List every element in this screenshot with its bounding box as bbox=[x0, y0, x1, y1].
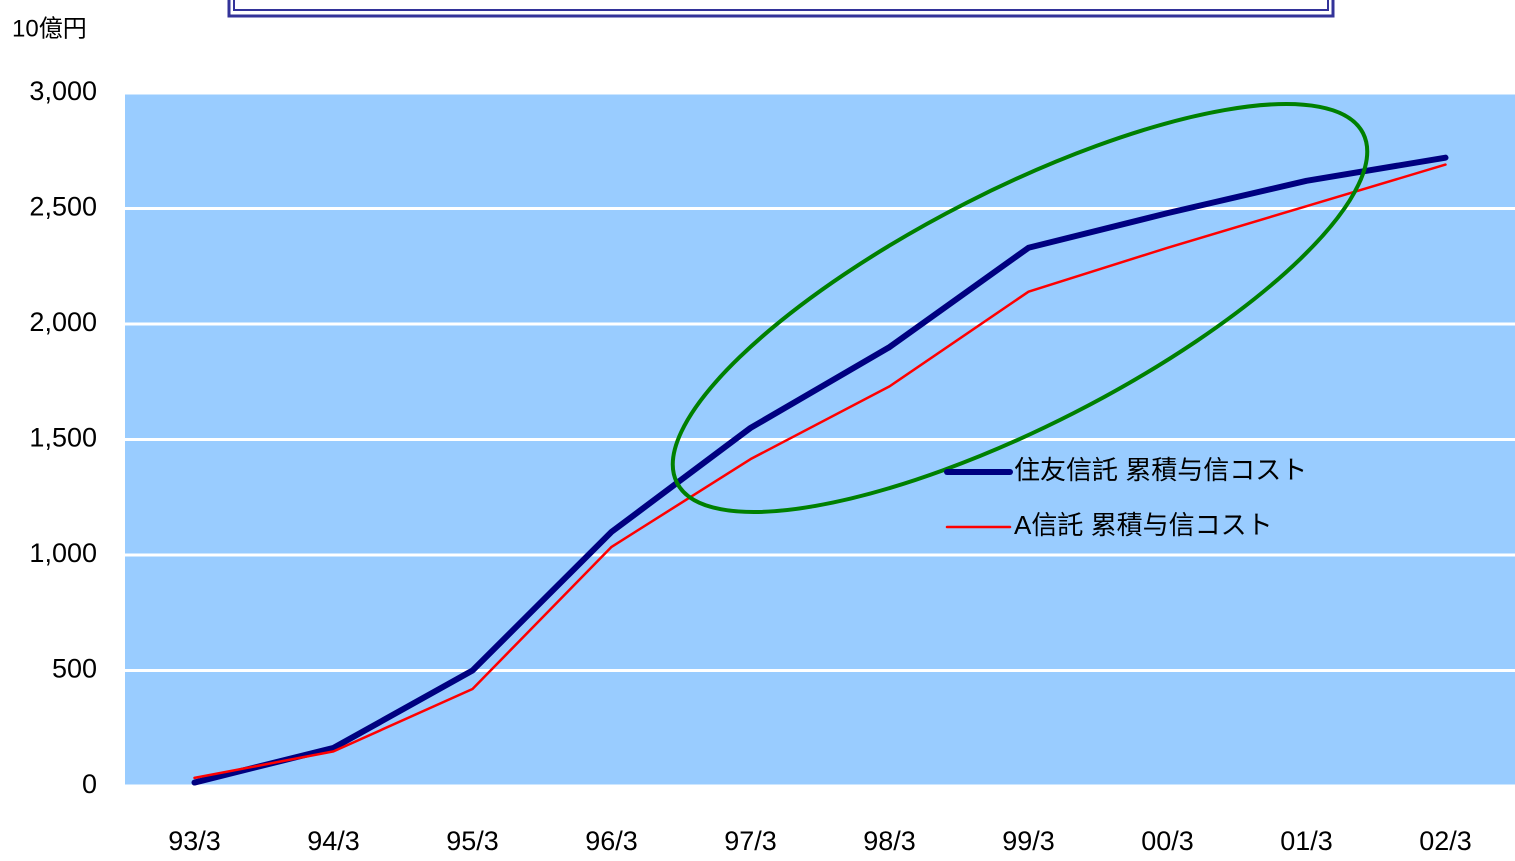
y-tick-label: 2,000 bbox=[29, 307, 97, 337]
x-tick-label: 98/3 bbox=[863, 826, 916, 856]
y-tick-label: 3,000 bbox=[29, 76, 97, 106]
y-tick-label: 2,500 bbox=[29, 192, 97, 222]
x-tick-label: 96/3 bbox=[585, 826, 638, 856]
x-tick-label: 02/3 bbox=[1419, 826, 1472, 856]
x-tick-label: 95/3 bbox=[446, 826, 499, 856]
x-tick-label: 00/3 bbox=[1141, 826, 1194, 856]
legend-label: A信託 累積与信コスト bbox=[1014, 510, 1273, 540]
y-tick-label: 1,000 bbox=[29, 538, 97, 568]
x-tick-label: 97/3 bbox=[724, 826, 777, 856]
y-tick-label: 1,500 bbox=[29, 423, 97, 453]
y-tick-label: 0 bbox=[82, 769, 97, 799]
y-axis-unit: 10億円 bbox=[12, 15, 87, 42]
x-tick-label: 94/3 bbox=[307, 826, 360, 856]
title-frame bbox=[227, 0, 1335, 18]
legend-label: 住友信託 累積与信コスト bbox=[1014, 455, 1307, 485]
x-tick-label: 93/3 bbox=[168, 826, 221, 856]
x-tick-label: 01/3 bbox=[1280, 826, 1333, 856]
series-line bbox=[191, 154, 1449, 786]
title-frame-inner bbox=[233, 0, 1329, 11]
x-tick-label: 99/3 bbox=[1002, 826, 1055, 856]
y-tick-label: 500 bbox=[52, 654, 97, 684]
annotation-ellipse bbox=[670, 102, 1370, 514]
series-line bbox=[193, 163, 1447, 780]
